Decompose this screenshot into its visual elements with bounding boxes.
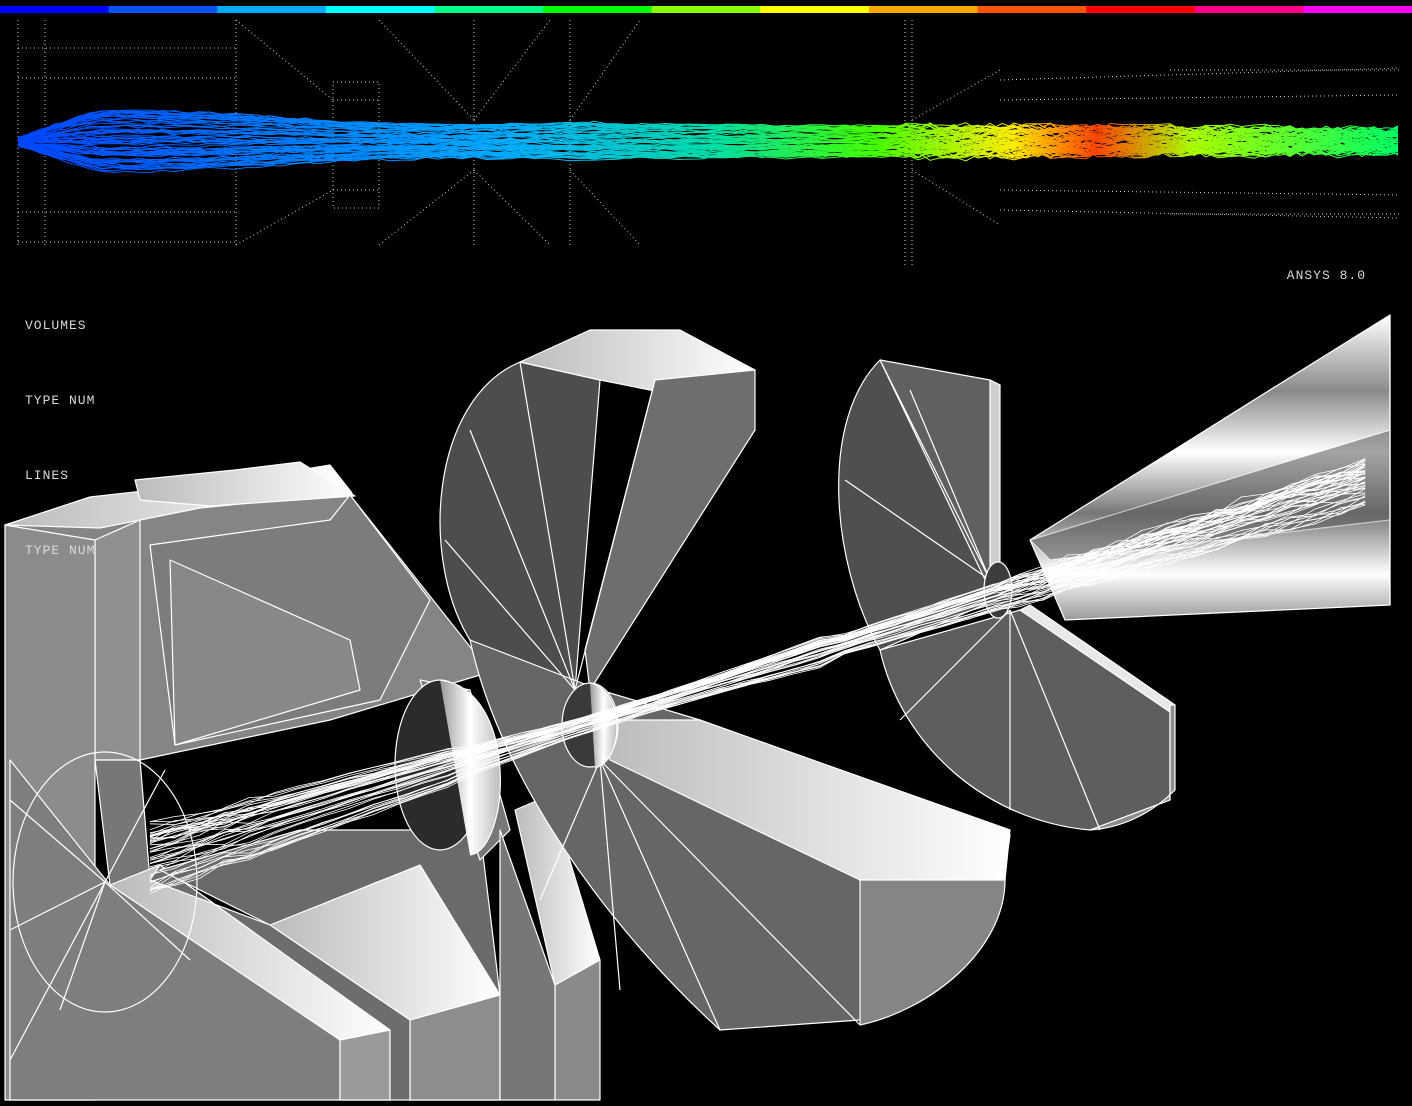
trajectory-line-3d (149, 501, 1366, 891)
trajectory-line-3d (149, 458, 1366, 823)
trajectory-line-3d (149, 481, 1366, 869)
color-scale-segment (0, 6, 110, 13)
trajectory-line (17, 111, 1399, 138)
legend-line: TYPE NUM (25, 543, 96, 558)
particle-trajectories-colored (17, 109, 1399, 174)
color-scale-segment (1086, 6, 1196, 13)
trajectory-line-3d (149, 471, 1366, 837)
trajectory-line-3d (149, 483, 1366, 861)
software-version-label: ANSYS 8.0 (1286, 268, 1366, 283)
trajectory-line-3d (149, 476, 1366, 842)
legend-line: TYPE NUM (25, 393, 96, 408)
legend-line: LINES (25, 468, 70, 483)
color-scale-segment (868, 6, 979, 13)
source-electrode (4, 461, 601, 1101)
trajectory-line (17, 124, 1399, 142)
color-scale-segment (1194, 6, 1305, 13)
color-scale-segment (760, 6, 870, 13)
trajectory-top-view (17, 19, 1401, 265)
color-scale-segment (977, 6, 1088, 13)
extraction-electrode (838, 359, 1176, 831)
trajectory-line-3d (149, 459, 1366, 831)
legend-line: VOLUMES (25, 318, 87, 333)
trajectory-line (17, 136, 1399, 148)
trajectory-line-3d (149, 483, 1366, 852)
trajectory-line-3d (149, 463, 1366, 837)
ion-optics-3d-model (4, 314, 1391, 1101)
trajectory-line-3d (149, 492, 1366, 877)
particle-trajectories-3d (149, 458, 1366, 895)
color-scale-segment (325, 6, 436, 13)
color-scale-segment (434, 6, 545, 13)
einzel-lens-electrode (439, 329, 1011, 1031)
trajectory-line (17, 113, 1399, 140)
trajectory-line-3d (149, 473, 1366, 845)
trajectory-line (17, 137, 1399, 149)
trajectory-line-3d (149, 496, 1366, 888)
trajectory-line-3d (149, 488, 1366, 876)
color-scale-segment (543, 6, 653, 13)
color-scale-segment (108, 6, 219, 13)
trajectory-line (17, 142, 1399, 163)
trajectory-line-3d (149, 478, 1366, 850)
trajectory-line (17, 144, 1399, 172)
trajectory-line (17, 144, 1399, 171)
trajectory-line (17, 118, 1399, 141)
color-scale-bar (0, 6, 1412, 13)
trajectory-line-3d (149, 487, 1366, 864)
color-scale-segment (217, 6, 327, 13)
trajectory-line-3d (149, 496, 1366, 884)
plot-legend: VOLUMES TYPE NUM LINES TYPE NUM (25, 263, 95, 588)
color-scale-segment (1303, 6, 1412, 13)
trajectory-line (17, 140, 1399, 155)
color-scale-segment (651, 6, 762, 13)
trajectory-line (17, 140, 1399, 154)
trajectory-line-3d (149, 495, 1366, 892)
